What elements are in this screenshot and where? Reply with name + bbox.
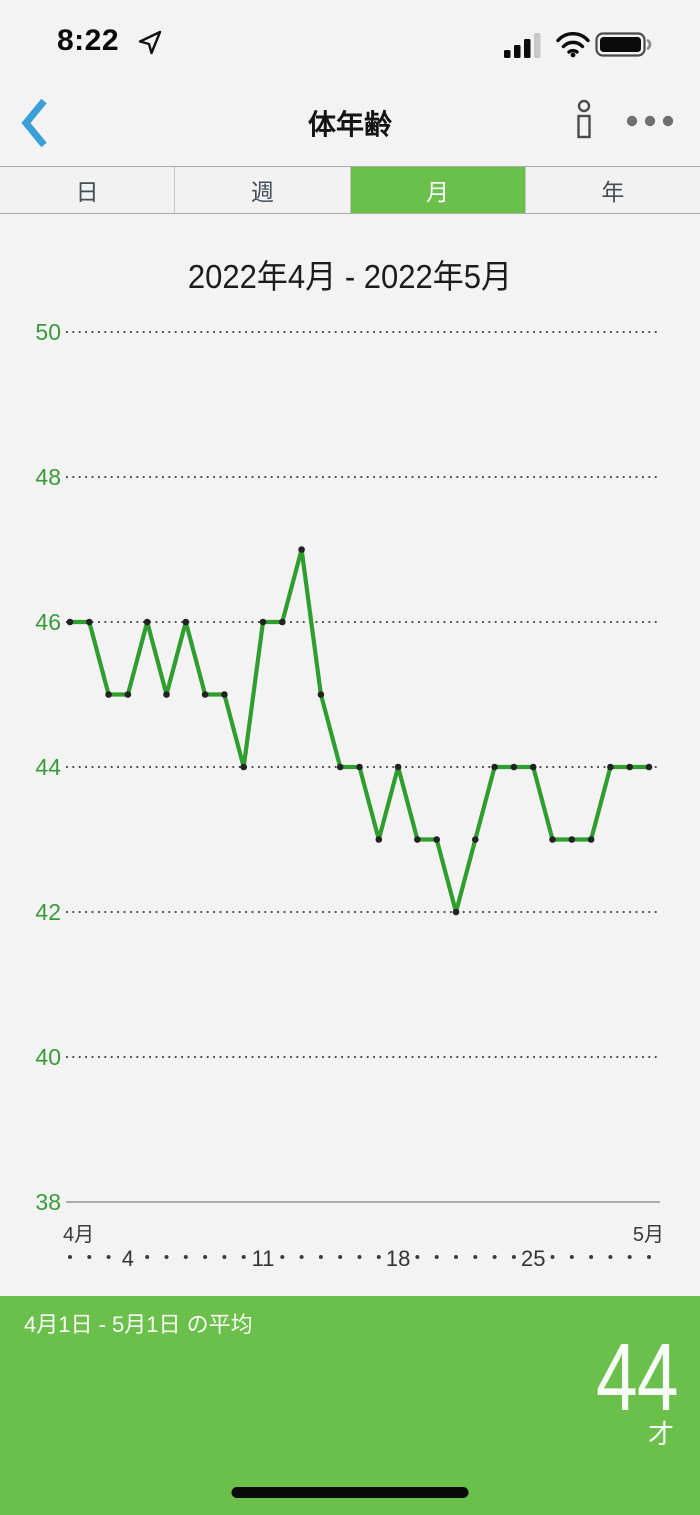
x-tick-dot — [318, 1255, 323, 1259]
body-age-series-line — [67, 547, 652, 915]
data-point-27[interactable] — [568, 836, 576, 843]
average-summary-panel: 4月1日 - 5月1日 の平均 44 才 — [0, 1296, 700, 1515]
tab-week[interactable]: 週 — [174, 167, 349, 213]
period-segmented-control: 日 週 月 年 — [0, 166, 700, 214]
data-point-8[interactable] — [201, 691, 209, 698]
y-axis-label-48: 48 — [35, 464, 61, 490]
x-tick-dot — [415, 1255, 420, 1259]
y-axis-label-44: 44 — [35, 754, 61, 780]
x-axis-month-end: 5月 — [633, 1224, 664, 1246]
tab-year[interactable]: 年 — [524, 167, 700, 213]
x-tick-dot — [68, 1255, 72, 1259]
y-axis-label-38: 38 — [35, 1189, 61, 1215]
data-point-28[interactable] — [587, 836, 595, 843]
status-bar: 8:22 — [0, 0, 700, 88]
y-axis-label-42: 42 — [35, 899, 61, 925]
average-value: 44 — [596, 1324, 679, 1431]
body-age-line-chart[interactable]: 38 40 42 44 46 48 50 4月 5月 4 11 18 25 — [0, 300, 700, 1290]
signal-strength-icon — [504, 33, 541, 58]
tab-day[interactable]: 日 — [75, 179, 99, 205]
data-point-12[interactable] — [279, 618, 286, 626]
tab-month[interactable]: 月 — [349, 167, 525, 213]
info-icon[interactable] — [571, 96, 597, 146]
data-point-20[interactable] — [433, 836, 441, 843]
x-tick-dot — [106, 1255, 111, 1259]
x-tick-dot — [550, 1255, 555, 1259]
data-point-23[interactable] — [491, 763, 498, 771]
back-button[interactable] — [18, 96, 50, 150]
page-title: 体年齢 — [307, 109, 392, 140]
x-tick-dot — [376, 1255, 381, 1259]
data-point-18[interactable] — [394, 763, 402, 771]
home-indicator[interactable] — [231, 1487, 469, 1498]
status-time: 8:22 — [57, 24, 120, 57]
nav-bar: 体年齢 — [0, 88, 700, 166]
more-options-icon[interactable] — [622, 110, 680, 132]
average-period-label: 4月1日 - 5月1日 の平均 — [24, 1312, 253, 1337]
data-point-21[interactable] — [452, 908, 460, 916]
data-point-2[interactable] — [86, 618, 93, 626]
data-point-6[interactable] — [163, 691, 170, 698]
data-point-15[interactable] — [336, 763, 344, 771]
x-tick-label-25: 25 — [521, 1246, 545, 1271]
x-tick-dot — [589, 1255, 594, 1259]
wifi-icon — [556, 32, 590, 58]
x-tick-dot — [647, 1255, 651, 1259]
x-tick-dot — [473, 1255, 478, 1259]
x-tick-dot — [145, 1255, 150, 1259]
data-point-4[interactable] — [124, 691, 132, 698]
data-point-3[interactable] — [105, 691, 112, 698]
x-tick-label-18: 18 — [386, 1246, 410, 1271]
x-tick-dot — [511, 1255, 516, 1259]
x-tick-label-11: 11 — [252, 1246, 275, 1271]
x-tick-dot — [183, 1255, 188, 1259]
data-point-10[interactable] — [240, 763, 247, 771]
x-tick-dot — [222, 1255, 227, 1259]
data-point-25[interactable] — [529, 763, 537, 771]
average-unit: 才 — [647, 1419, 674, 1449]
x-tick-label-4: 4 — [122, 1246, 134, 1271]
x-tick-dot — [299, 1255, 304, 1259]
y-axis-label-50: 50 — [35, 319, 61, 345]
chart-period-title: 2022年4月 - 2022年5月 — [187, 258, 513, 295]
x-tick-dot — [280, 1255, 285, 1259]
x-tick-dot — [87, 1255, 92, 1259]
x-tick-dot — [627, 1255, 632, 1259]
y-axis-label-46: 46 — [35, 609, 61, 635]
x-tick-dot — [492, 1255, 497, 1259]
x-tick-dot — [608, 1255, 613, 1259]
data-point-30[interactable] — [626, 763, 633, 771]
x-tick-dot — [434, 1255, 439, 1259]
data-point-7[interactable] — [182, 618, 190, 626]
x-tick-dot — [338, 1255, 343, 1259]
data-point-26[interactable] — [549, 836, 556, 843]
data-point-5[interactable] — [143, 618, 151, 626]
data-point-24[interactable] — [510, 763, 518, 771]
data-point-13[interactable] — [298, 546, 305, 553]
data-point-14[interactable] — [317, 691, 325, 698]
data-point-17[interactable] — [375, 836, 383, 843]
y-axis-label-40: 40 — [35, 1044, 61, 1070]
data-point-16[interactable] — [356, 763, 363, 771]
x-tick-dot — [164, 1255, 169, 1259]
x-tick-dot — [241, 1255, 246, 1259]
data-point-29[interactable] — [607, 763, 614, 771]
data-point-11[interactable] — [259, 618, 267, 626]
data-point-9[interactable] — [221, 691, 228, 698]
data-point-22[interactable] — [472, 836, 479, 843]
data-point-31[interactable] — [645, 763, 653, 771]
data-point-1[interactable] — [66, 618, 74, 626]
location-arrow-icon — [138, 30, 162, 55]
x-tick-dot — [454, 1255, 458, 1259]
x-tick-dot — [569, 1255, 574, 1259]
x-axis-month-start: 4月 — [63, 1224, 94, 1246]
data-point-19[interactable] — [414, 836, 421, 843]
x-tick-dot — [357, 1255, 362, 1259]
battery-icon — [595, 32, 652, 57]
x-tick-dot — [203, 1255, 208, 1259]
